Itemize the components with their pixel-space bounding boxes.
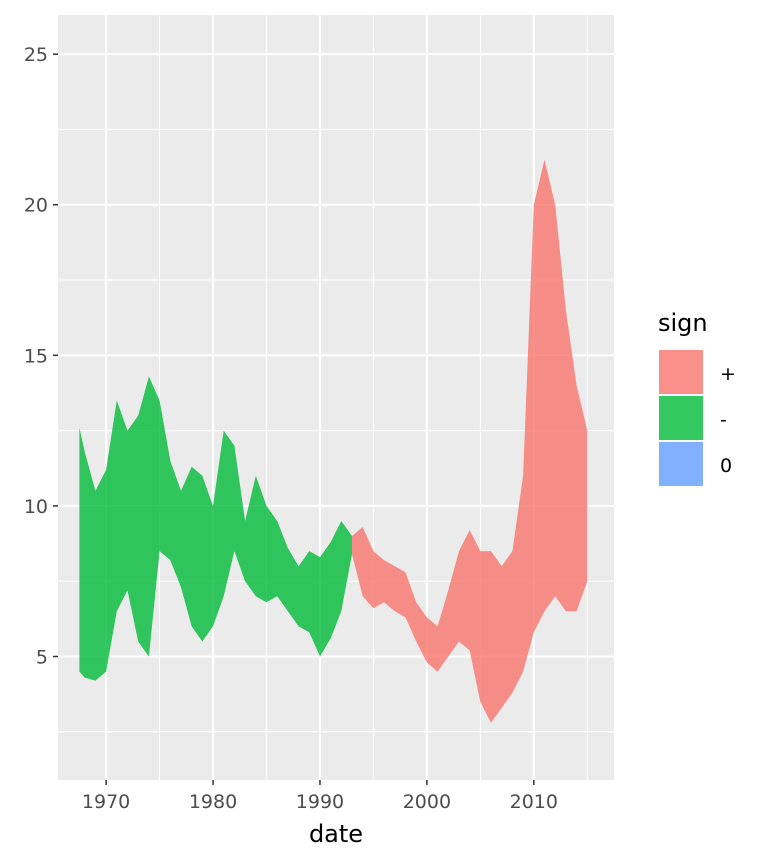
x-tick-label: 1970 <box>82 791 130 813</box>
legend-key-1 <box>659 396 703 440</box>
area-series <box>79 159 588 723</box>
y-tick-label: 25 <box>24 44 48 66</box>
y-tick-label: 20 <box>24 195 48 217</box>
y-tick-label: 5 <box>36 647 48 669</box>
legend-key-0 <box>659 350 703 394</box>
x-tick-label: 1990 <box>296 791 344 813</box>
y-tick-label: 10 <box>24 496 48 518</box>
legend-title: sign <box>658 309 708 337</box>
y-tick-label: 15 <box>24 345 48 367</box>
x-axis: 1970 1980 1990 2000 2010 <box>82 780 558 813</box>
x-tick-label: 2010 <box>510 791 558 813</box>
legend-label-2: 0 <box>720 455 732 477</box>
area-series-minus <box>79 376 353 681</box>
legend-key-2 <box>659 442 703 486</box>
legend-label-1: - <box>720 409 727 431</box>
x-tick-label: 2000 <box>403 791 451 813</box>
x-tick-label: 1980 <box>189 791 237 813</box>
area-series-plus <box>352 159 588 723</box>
legend-label-0: + <box>720 363 736 385</box>
legend: sign + - 0 <box>658 309 736 486</box>
y-axis: 5 10 15 20 25 <box>24 44 58 669</box>
x-axis-title: date <box>309 820 363 848</box>
